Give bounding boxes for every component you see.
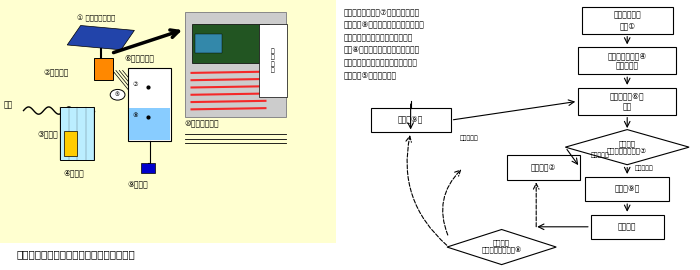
- Bar: [127, 68, 172, 141]
- Text: ⑩点滴チューブ: ⑩点滴チューブ: [185, 119, 219, 128]
- Text: 制御装置②: 制御装置②: [531, 163, 556, 172]
- Bar: [195, 34, 222, 53]
- Bar: [578, 47, 676, 74]
- Text: ⑥拍動タンク: ⑥拍動タンク: [125, 54, 154, 63]
- Text: ⑨電磁弁: ⑨電磁弁: [127, 180, 148, 189]
- Text: 電磁弁⑨開: 電磁弁⑨開: [615, 184, 640, 194]
- Polygon shape: [566, 130, 689, 165]
- Polygon shape: [447, 230, 556, 265]
- Bar: [185, 12, 286, 117]
- Text: ⑧: ⑧: [133, 113, 139, 118]
- Text: ⑤: ⑤: [114, 92, 119, 97]
- Text: パルス信号: パルス信号: [460, 136, 479, 141]
- Bar: [192, 24, 269, 63]
- Text: 灌水開始: 灌水開始: [618, 222, 636, 231]
- Bar: [591, 215, 664, 239]
- Text: ③ろ過槽: ③ろ過槽: [37, 129, 57, 138]
- Text: 制
御
装
置: 制 御 装 置: [271, 48, 274, 73]
- Text: 太陽光による
発電①: 太陽光による 発電①: [613, 11, 641, 30]
- Text: ⑦: ⑦: [133, 82, 139, 87]
- Text: ②制御装置: ②制御装置: [43, 68, 69, 77]
- Bar: [130, 108, 169, 140]
- Polygon shape: [67, 25, 134, 50]
- Text: 水源: 水源: [4, 100, 13, 109]
- Bar: [578, 88, 676, 115]
- Text: 上限水位センサー⑦まで貯水される
と電磁弁⑨が開き、灌水を開始する。
灌水によって水位が下限水位セン
サー⑧まで低下すると電磁弁が閉鎖
し再貯水が行われる。総灌: 上限水位センサー⑦まで貯水される と電磁弁⑨が開き、灌水を開始する。 灌水によっ…: [343, 8, 424, 80]
- Text: ① ソーラーパネル: ① ソーラーパネル: [77, 15, 116, 22]
- Bar: [94, 58, 113, 80]
- Text: パルス信号: パルス信号: [634, 166, 653, 171]
- Circle shape: [110, 89, 125, 100]
- Text: ソーラーポンプ④
による揚水: ソーラーポンプ④ による揚水: [608, 51, 647, 70]
- Text: 拍動タンク⑥へ
貯水: 拍動タンク⑥へ 貯水: [610, 92, 645, 111]
- Bar: [141, 163, 155, 173]
- Bar: [259, 24, 287, 97]
- Text: 図１　日射制御型拍動自動灌水装置の概要: 図１ 日射制御型拍動自動灌水装置の概要: [17, 249, 136, 259]
- Text: パルス信号: パルス信号: [591, 153, 610, 158]
- Text: 水位低下
下限水位センサー⑧: 水位低下 下限水位センサー⑧: [482, 239, 522, 255]
- Bar: [64, 131, 77, 156]
- Bar: [585, 177, 669, 201]
- Bar: [370, 108, 451, 132]
- Text: ④ポンプ: ④ポンプ: [64, 168, 85, 177]
- Text: 電磁弁⑨閉: 電磁弁⑨閉: [398, 116, 424, 125]
- Bar: [507, 155, 580, 180]
- Text: 水位上昇
上限水位センサー⑦: 水位上昇 上限水位センサー⑦: [607, 140, 648, 154]
- Bar: [60, 107, 94, 160]
- Bar: [582, 7, 673, 34]
